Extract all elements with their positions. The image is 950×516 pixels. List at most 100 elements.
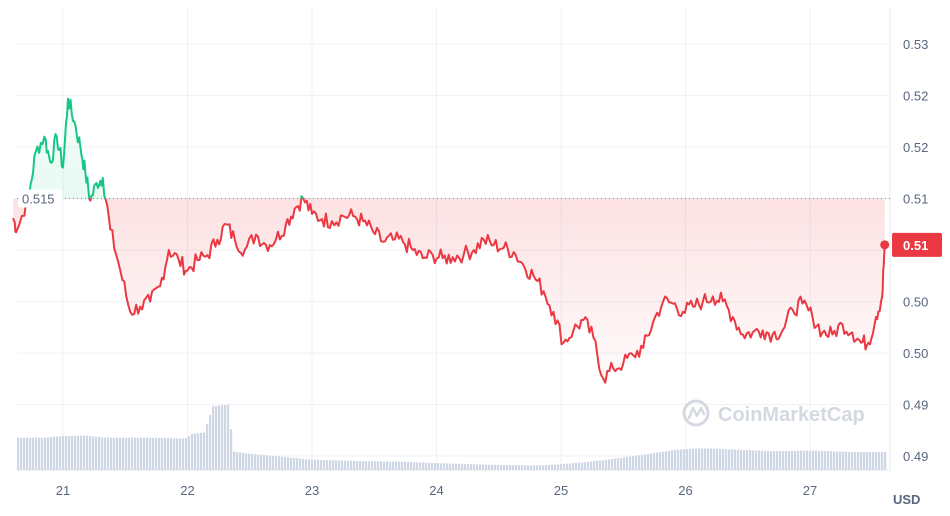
volume-bar [458,463,461,470]
volume-bar [53,436,56,470]
volume-bar [203,432,206,470]
volume-bar [95,436,98,470]
volume-bar [416,462,419,470]
volume-bar [686,449,689,470]
volume-bar [422,462,425,470]
volume-bar [407,461,410,470]
volume-bar [866,452,869,470]
volume-bar [359,461,362,470]
volume-bar [365,461,368,470]
current-price-label: 0.51 [903,238,928,253]
volume-bar [668,450,671,470]
volume-bar [809,450,812,470]
volume-bar [683,449,686,470]
x-tick-label: 22 [180,483,194,498]
volume-bar [218,405,221,470]
price-line [12,97,886,384]
volume-bar [389,461,392,470]
volume-bar [665,451,668,470]
reference-price-label: 0.515 [22,192,55,207]
volume-bar [119,437,122,470]
volume-bar [617,458,620,470]
volume-bar [188,436,191,470]
volume-bar [740,449,743,470]
volume-bar [527,465,530,470]
volume-bar [104,437,107,470]
volume-bar [839,451,842,470]
volume-bar [599,460,602,470]
volume-bar [470,464,473,470]
volume-bar [236,451,239,470]
volume-bar [770,451,773,470]
y-tick-label: 0.52 [903,140,928,155]
volume-bar [248,453,251,470]
volume-bar [656,452,659,470]
volume-bar [593,461,596,470]
volume-bar [419,462,422,470]
y-tick-label: 0.49 [903,398,928,413]
volume-bar [707,448,710,470]
volume-bar [812,450,815,470]
volume-bar [44,437,47,470]
volume-bar [521,465,524,470]
volume-bar [152,437,155,470]
volume-bar [413,462,416,470]
volume-bar [86,435,89,470]
volume-bar [143,437,146,470]
volume-bar [269,455,272,470]
volume-bar [293,457,296,470]
volume-bar [134,437,137,470]
volume-bar [383,461,386,470]
volume-bar [671,450,674,470]
volume-bar [872,452,875,470]
volume-bar [815,450,818,470]
volume-bar [260,454,263,470]
volume-bar [779,451,782,470]
volume-bar [806,450,809,470]
volume-bar [89,435,92,470]
volume-bar [545,465,548,470]
volume-bar [434,463,437,470]
volume-bar [308,459,311,470]
volume-bar [698,448,701,470]
volume-bar [368,461,371,470]
volume-bar [695,448,698,470]
volume-bar [452,463,455,470]
volume-bar [569,463,572,470]
volume-bar [776,451,779,470]
volume-bar [224,405,227,470]
x-tick-label: 24 [429,483,443,498]
volume-bar [692,448,695,470]
volume-bar [533,465,536,470]
volume-bar [296,458,299,470]
volume-bar [455,463,458,470]
volume-bar [785,451,788,470]
current-price-dot [880,240,890,250]
volume-bar [344,460,347,470]
volume-bar [674,449,677,470]
volume-bar [17,437,20,470]
volume-bar [74,435,77,470]
y-tick-label: 0.50 [903,346,928,361]
volume-bar [767,450,770,470]
volume-bar [275,456,278,470]
volume-bar [719,449,722,470]
volume-bar [680,449,683,470]
current-price-badge [892,232,942,257]
volume-bar [305,459,308,470]
volume-bar [836,451,839,470]
volume-bar [725,449,728,470]
volume-bar [332,460,335,470]
x-tick-label: 23 [305,483,319,498]
x-tick-label: 27 [803,483,817,498]
volume-bar [869,452,872,470]
volume-bar [32,437,35,470]
volume-bar [788,450,791,470]
volume-bar [572,463,575,470]
volume-bar [71,435,74,470]
volume-bar [38,437,41,470]
volume-bar [77,435,80,470]
volume-bar [68,436,71,470]
volume-bar [41,437,44,470]
